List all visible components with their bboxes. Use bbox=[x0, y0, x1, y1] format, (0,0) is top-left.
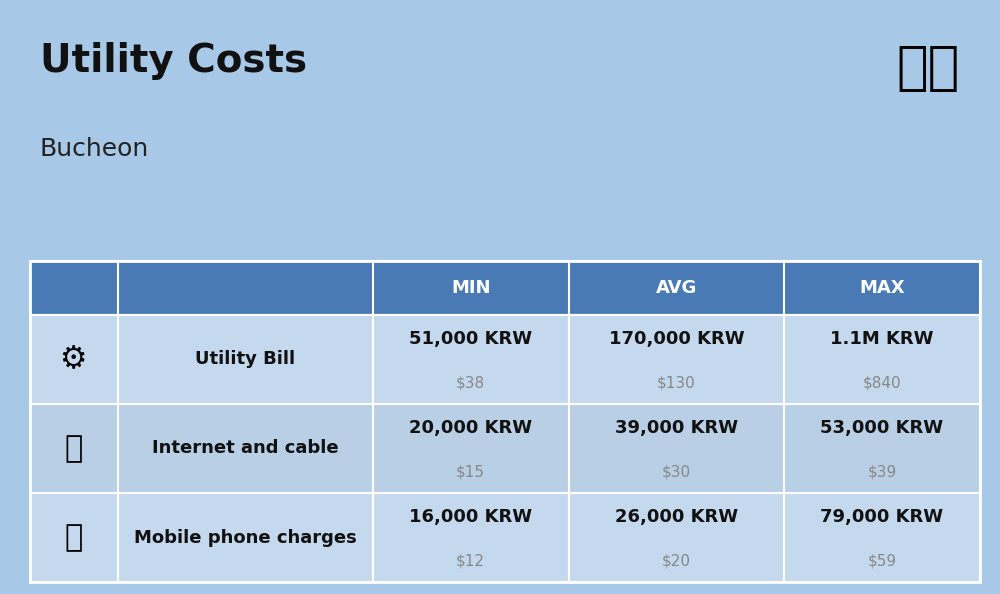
Text: 1.1M KRW: 1.1M KRW bbox=[830, 330, 934, 347]
Text: $12: $12 bbox=[456, 554, 485, 569]
Text: Utility Costs: Utility Costs bbox=[40, 42, 307, 80]
Text: 170,000 KRW: 170,000 KRW bbox=[609, 330, 744, 347]
Text: 📱: 📱 bbox=[65, 523, 83, 552]
FancyBboxPatch shape bbox=[30, 493, 980, 582]
Text: AVG: AVG bbox=[656, 279, 697, 297]
Text: 26,000 KRW: 26,000 KRW bbox=[615, 508, 738, 526]
Text: $20: $20 bbox=[662, 554, 691, 569]
Text: MIN: MIN bbox=[451, 279, 490, 297]
Text: MAX: MAX bbox=[859, 279, 905, 297]
Text: $840: $840 bbox=[863, 375, 901, 391]
Text: $15: $15 bbox=[456, 465, 485, 480]
Text: $130: $130 bbox=[657, 375, 696, 391]
Text: ⚙️: ⚙️ bbox=[60, 345, 88, 374]
Text: 16,000 KRW: 16,000 KRW bbox=[409, 508, 532, 526]
Text: Bucheon: Bucheon bbox=[40, 137, 149, 160]
Text: 39,000 KRW: 39,000 KRW bbox=[615, 419, 738, 437]
Text: 51,000 KRW: 51,000 KRW bbox=[409, 330, 532, 347]
FancyBboxPatch shape bbox=[30, 261, 980, 315]
Text: 53,000 KRW: 53,000 KRW bbox=[820, 419, 944, 437]
Text: 79,000 KRW: 79,000 KRW bbox=[820, 508, 944, 526]
Text: $39: $39 bbox=[867, 465, 897, 480]
Text: 📡: 📡 bbox=[65, 434, 83, 463]
FancyBboxPatch shape bbox=[30, 315, 980, 404]
Text: $30: $30 bbox=[662, 465, 691, 480]
Text: Internet and cable: Internet and cable bbox=[152, 440, 339, 457]
Text: $59: $59 bbox=[867, 554, 897, 569]
Text: 20,000 KRW: 20,000 KRW bbox=[409, 419, 532, 437]
Text: Mobile phone charges: Mobile phone charges bbox=[134, 529, 357, 546]
Text: $38: $38 bbox=[456, 375, 485, 391]
FancyBboxPatch shape bbox=[30, 404, 980, 493]
Text: 🇰🇷: 🇰🇷 bbox=[897, 42, 960, 94]
Text: Utility Bill: Utility Bill bbox=[195, 350, 296, 368]
